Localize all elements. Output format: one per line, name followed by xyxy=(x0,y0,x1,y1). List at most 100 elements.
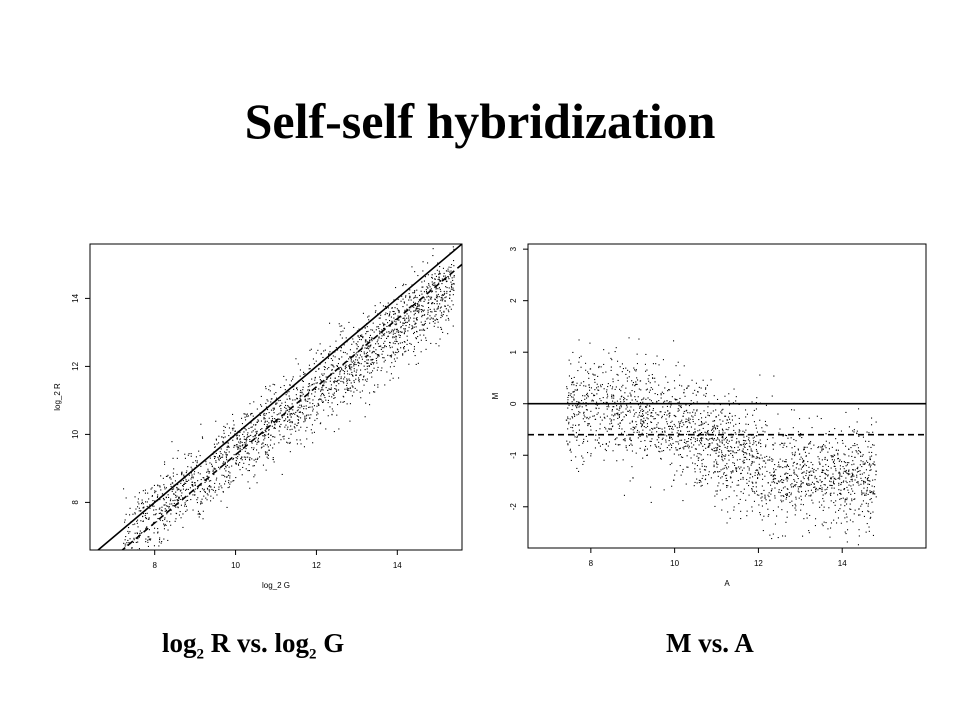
data-point xyxy=(177,499,179,501)
data-point xyxy=(566,388,568,390)
data-point xyxy=(253,447,255,449)
data-point xyxy=(251,442,253,444)
data-point xyxy=(205,497,207,499)
data-point xyxy=(666,421,668,423)
data-point xyxy=(264,444,266,446)
data-point xyxy=(782,535,784,537)
data-point xyxy=(716,443,718,445)
data-point xyxy=(835,470,837,472)
data-point xyxy=(683,365,685,367)
data-point xyxy=(441,315,443,317)
data-point xyxy=(585,385,587,387)
data-point xyxy=(839,478,841,480)
data-point xyxy=(344,366,346,368)
data-point xyxy=(168,506,170,508)
data-point xyxy=(748,437,750,439)
data-point xyxy=(247,470,249,472)
data-point xyxy=(126,560,127,561)
data-point xyxy=(747,439,749,441)
data-point xyxy=(723,467,725,469)
data-point xyxy=(253,424,255,426)
data-point xyxy=(363,376,365,378)
data-point xyxy=(656,424,658,426)
data-point xyxy=(622,384,624,386)
data-point xyxy=(578,406,580,408)
data-point xyxy=(408,317,410,319)
data-point xyxy=(727,422,729,424)
data-point xyxy=(338,368,340,370)
data-point xyxy=(222,442,224,444)
data-point xyxy=(854,469,856,471)
data-point xyxy=(711,429,713,431)
data-point xyxy=(391,307,393,309)
data-point xyxy=(448,319,450,321)
data-point xyxy=(662,437,664,439)
data-point xyxy=(256,408,258,410)
data-point xyxy=(761,505,763,507)
data-point xyxy=(596,383,598,385)
data-point xyxy=(239,447,241,449)
data-point xyxy=(677,449,679,451)
data-point xyxy=(225,455,227,457)
data-point xyxy=(395,287,397,289)
data-point xyxy=(219,468,221,470)
data-point xyxy=(203,495,205,497)
data-point xyxy=(616,373,618,375)
data-point xyxy=(280,439,282,441)
data-point xyxy=(363,365,365,367)
data-point xyxy=(316,382,318,384)
data-point xyxy=(831,485,833,487)
data-point xyxy=(247,456,249,458)
data-point xyxy=(635,370,637,372)
data-point xyxy=(625,367,627,369)
data-point xyxy=(713,420,715,422)
data-point xyxy=(323,384,325,386)
data-point xyxy=(414,323,416,325)
data-point xyxy=(578,444,580,446)
data-point xyxy=(573,394,575,396)
data-point xyxy=(654,381,656,383)
data-point xyxy=(684,395,686,397)
data-point xyxy=(624,439,626,441)
data-point xyxy=(634,385,636,387)
data-point xyxy=(612,395,614,397)
data-point xyxy=(827,474,829,476)
data-point xyxy=(824,473,826,475)
data-point xyxy=(693,432,695,434)
data-point xyxy=(592,400,594,402)
data-point xyxy=(705,447,707,449)
data-point xyxy=(730,476,732,478)
data-point xyxy=(645,398,647,400)
data-point xyxy=(581,455,583,457)
data-point xyxy=(634,384,636,386)
data-point xyxy=(406,304,408,306)
data-point xyxy=(345,337,347,339)
data-point xyxy=(865,440,867,442)
data-point xyxy=(670,421,672,423)
data-point xyxy=(444,275,446,277)
data-point xyxy=(394,332,396,334)
data-point xyxy=(315,360,317,362)
data-point xyxy=(124,539,126,541)
data-point xyxy=(658,400,660,402)
data-point xyxy=(300,404,302,406)
data-point xyxy=(830,478,832,480)
data-point xyxy=(264,421,266,423)
data-point xyxy=(821,489,823,491)
data-point xyxy=(444,300,446,302)
data-point xyxy=(693,437,695,439)
data-point xyxy=(800,503,802,505)
data-point xyxy=(280,423,282,425)
data-point xyxy=(742,451,744,453)
data-point xyxy=(775,469,777,471)
data-point xyxy=(375,349,377,351)
data-point xyxy=(350,356,352,358)
data-point xyxy=(388,331,390,333)
data-point xyxy=(181,473,183,475)
data-point xyxy=(272,409,274,411)
data-point xyxy=(377,343,379,345)
data-point xyxy=(602,443,604,445)
data-point xyxy=(344,352,346,354)
data-point xyxy=(278,430,280,432)
data-point xyxy=(708,415,710,417)
